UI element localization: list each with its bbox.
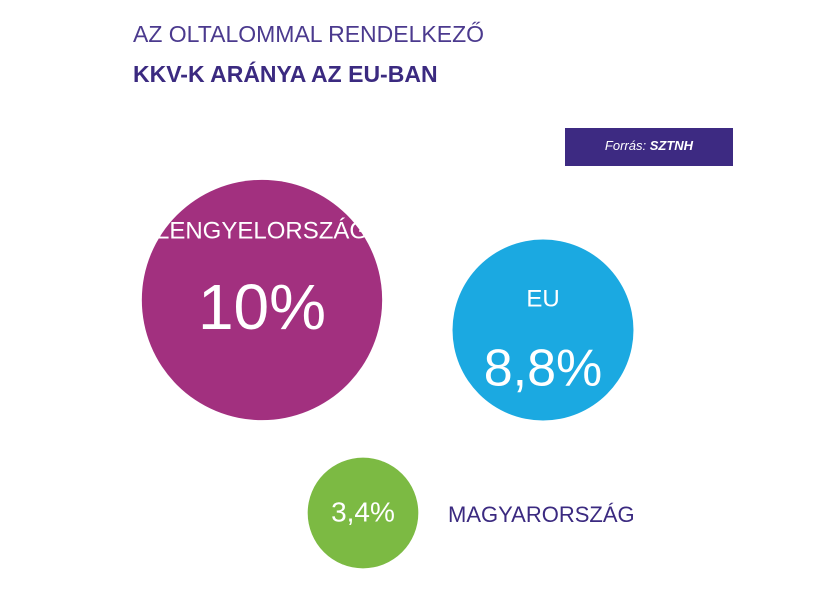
value-label: 8,8% (484, 340, 603, 398)
value-label: 10% (198, 271, 326, 343)
bubble (141, 179, 383, 421)
bubble (452, 239, 634, 421)
bubble-label: MAGYARORSZÁG (448, 502, 635, 527)
bubble-label: LENGYELORSZÁG (156, 217, 368, 244)
value-label: 3,4% (331, 496, 395, 527)
bubble-label: EU (526, 285, 559, 312)
source-label: Forrás: (605, 138, 647, 153)
bubble (307, 457, 419, 569)
source-box (565, 128, 733, 166)
source-name: SZTNH (650, 138, 694, 153)
source: Forrás: SZTNH (605, 138, 694, 153)
chart-title: AZ OLTALOMMAL RENDELKEZŐ (133, 21, 484, 47)
chart-subtitle: KKV-K ARÁNYA AZ EU-BAN (133, 60, 438, 87)
